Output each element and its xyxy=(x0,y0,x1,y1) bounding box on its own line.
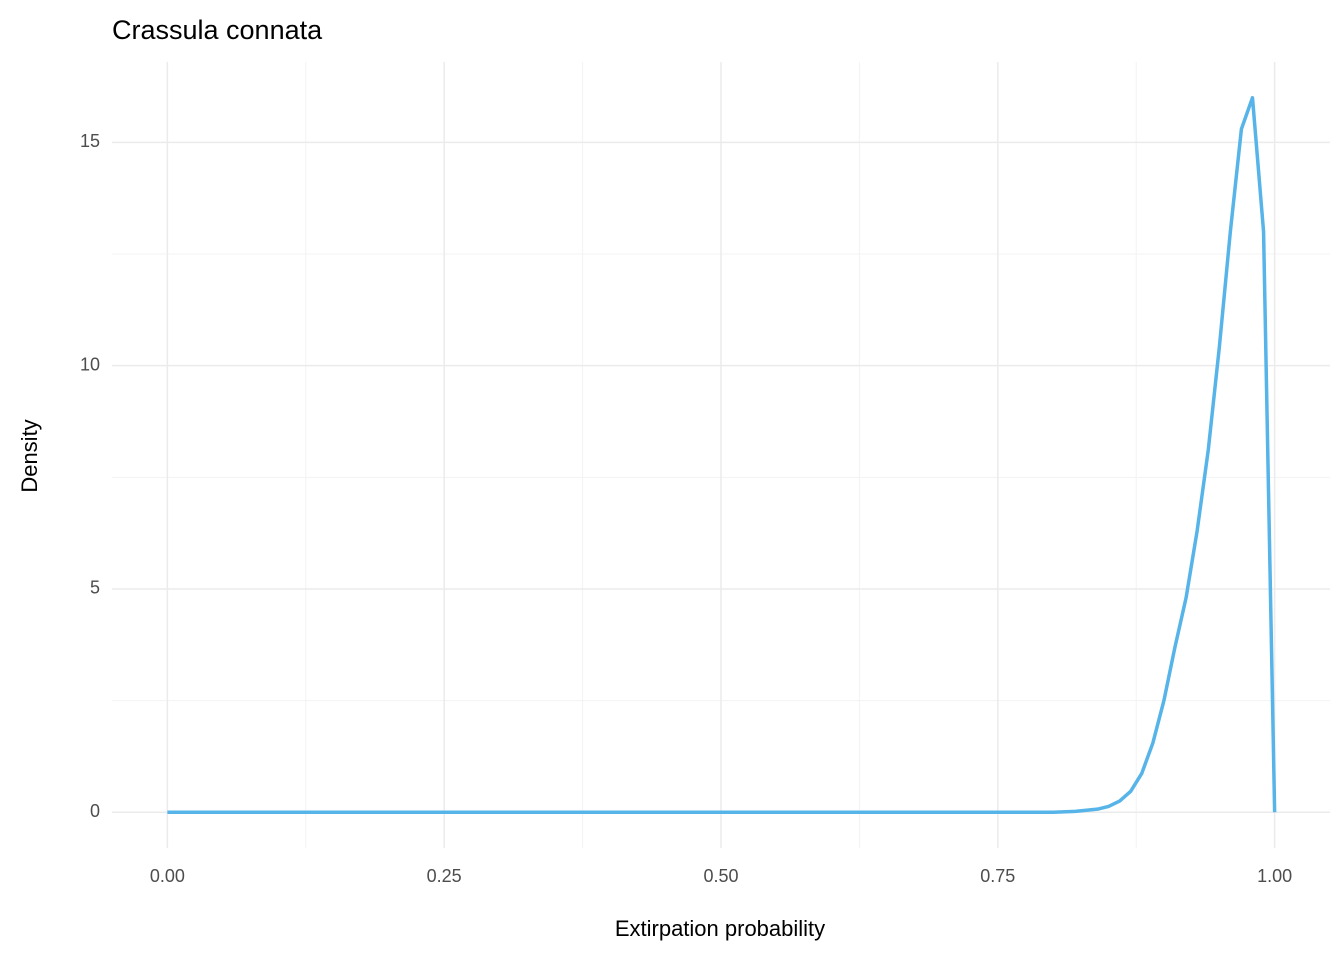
x-tick-label: 0.25 xyxy=(427,866,462,886)
density-line xyxy=(167,95,1277,815)
y-tick-label: 0 xyxy=(90,801,100,821)
x-tick-label: 0.50 xyxy=(703,866,738,886)
x-axis-title: Extirpation probability xyxy=(615,916,825,941)
y-tick-label: 10 xyxy=(80,354,100,374)
x-tick-label: 0.75 xyxy=(980,866,1015,886)
y-tick-label: 15 xyxy=(80,131,100,151)
chart-title: Crassula connata xyxy=(112,15,323,45)
y-tick-label: 5 xyxy=(90,578,100,598)
y-axis-title: Density xyxy=(17,419,42,492)
x-tick-label: 1.00 xyxy=(1257,866,1292,886)
x-tick-label: 0.00 xyxy=(150,866,185,886)
